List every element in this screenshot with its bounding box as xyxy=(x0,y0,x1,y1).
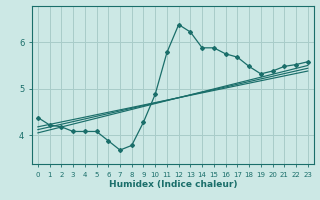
X-axis label: Humidex (Indice chaleur): Humidex (Indice chaleur) xyxy=(108,180,237,189)
